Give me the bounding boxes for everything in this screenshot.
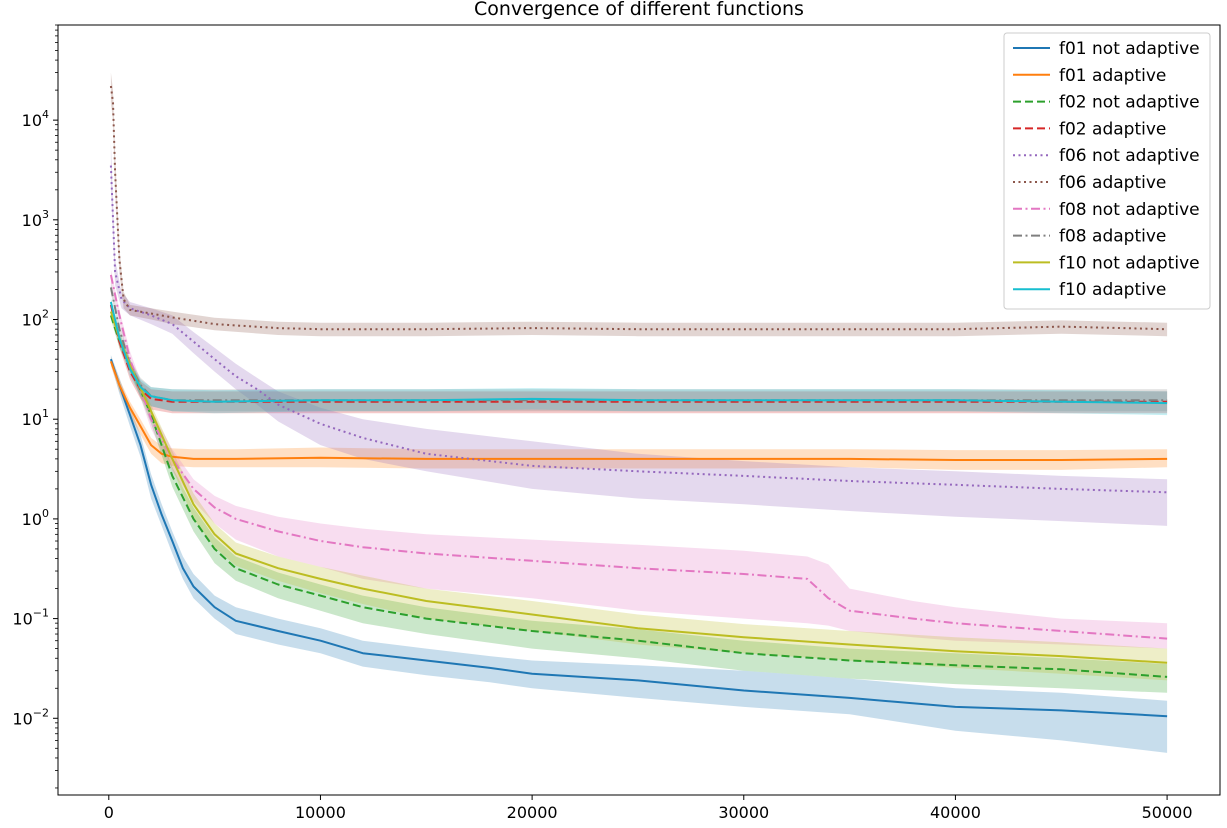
y-tick-label: 10−1 xyxy=(12,607,49,629)
y-tick-label: 100 xyxy=(22,507,49,529)
y-tick-label: 103 xyxy=(22,208,49,230)
band-f08-adaptive xyxy=(110,281,1168,412)
line-f10-adaptive xyxy=(109,301,1168,405)
x-tick-label: 10000 xyxy=(295,803,346,822)
legend-label-f01-not-adaptive: f01 not adaptive xyxy=(1059,39,1200,59)
legend: f01 not adaptive f01 adaptive f02 not adap… xyxy=(1003,32,1211,310)
legend-label-f10-not-adaptive: f10 not adaptive xyxy=(1059,253,1200,273)
series-lines xyxy=(109,85,1168,718)
band-f06-not-adaptive xyxy=(110,142,1168,526)
band-f01-not-adaptive xyxy=(110,355,1168,753)
y-tick-label: 101 xyxy=(22,407,49,429)
legend-label-f06-not-adaptive: f06 not adaptive xyxy=(1059,146,1200,166)
band-f10-adaptive xyxy=(110,297,1168,416)
legend-label-f10-adaptive: f10 adaptive xyxy=(1059,280,1166,300)
x-tick-label: 40000 xyxy=(930,803,981,822)
y-tick-label: 10−2 xyxy=(12,706,49,728)
y-axis-ticks: 10−2 10−1 100 101 102 103 104 xyxy=(12,24,58,789)
legend-label-f08-adaptive: f08 adaptive xyxy=(1059,227,1166,247)
y-tick-label: 104 xyxy=(22,108,49,130)
line-f02-adaptive xyxy=(109,304,1168,403)
x-tick-label: 0 xyxy=(104,803,114,822)
line-f10-not-adaptive xyxy=(109,311,1168,664)
legend-label-f08-not-adaptive: f08 not adaptive xyxy=(1059,200,1200,220)
legend-label-f02-not-adaptive: f02 not adaptive xyxy=(1059,93,1200,113)
chart-title: Convergence of different functions xyxy=(474,0,804,20)
y-tick-label: 102 xyxy=(22,308,49,330)
x-tick-label: 30000 xyxy=(718,803,769,822)
legend-label-f02-adaptive: f02 adaptive xyxy=(1059,119,1166,139)
line-f06-not-adaptive xyxy=(109,165,1168,494)
line-f08-not-adaptive xyxy=(109,274,1168,640)
legend-label-f06-adaptive: f06 adaptive xyxy=(1059,173,1166,193)
legend-box xyxy=(1003,32,1211,310)
plot-area-frame xyxy=(57,24,1221,796)
line-f01-adaptive xyxy=(109,361,1168,461)
x-axis-ticks: 0 10000 20000 30000 40000 50000 xyxy=(104,795,1193,822)
legend-label-f01-adaptive: f01 adaptive xyxy=(1059,66,1166,86)
line-f01-not-adaptive xyxy=(109,358,1168,718)
x-tick-label: 50000 xyxy=(1142,803,1193,822)
line-f06-adaptive xyxy=(109,85,1168,331)
band-f10-not-adaptive xyxy=(110,307,1168,681)
line-f02-not-adaptive xyxy=(109,315,1168,678)
band-f08-not-adaptive xyxy=(110,269,1168,649)
x-tick-label: 20000 xyxy=(507,803,558,822)
